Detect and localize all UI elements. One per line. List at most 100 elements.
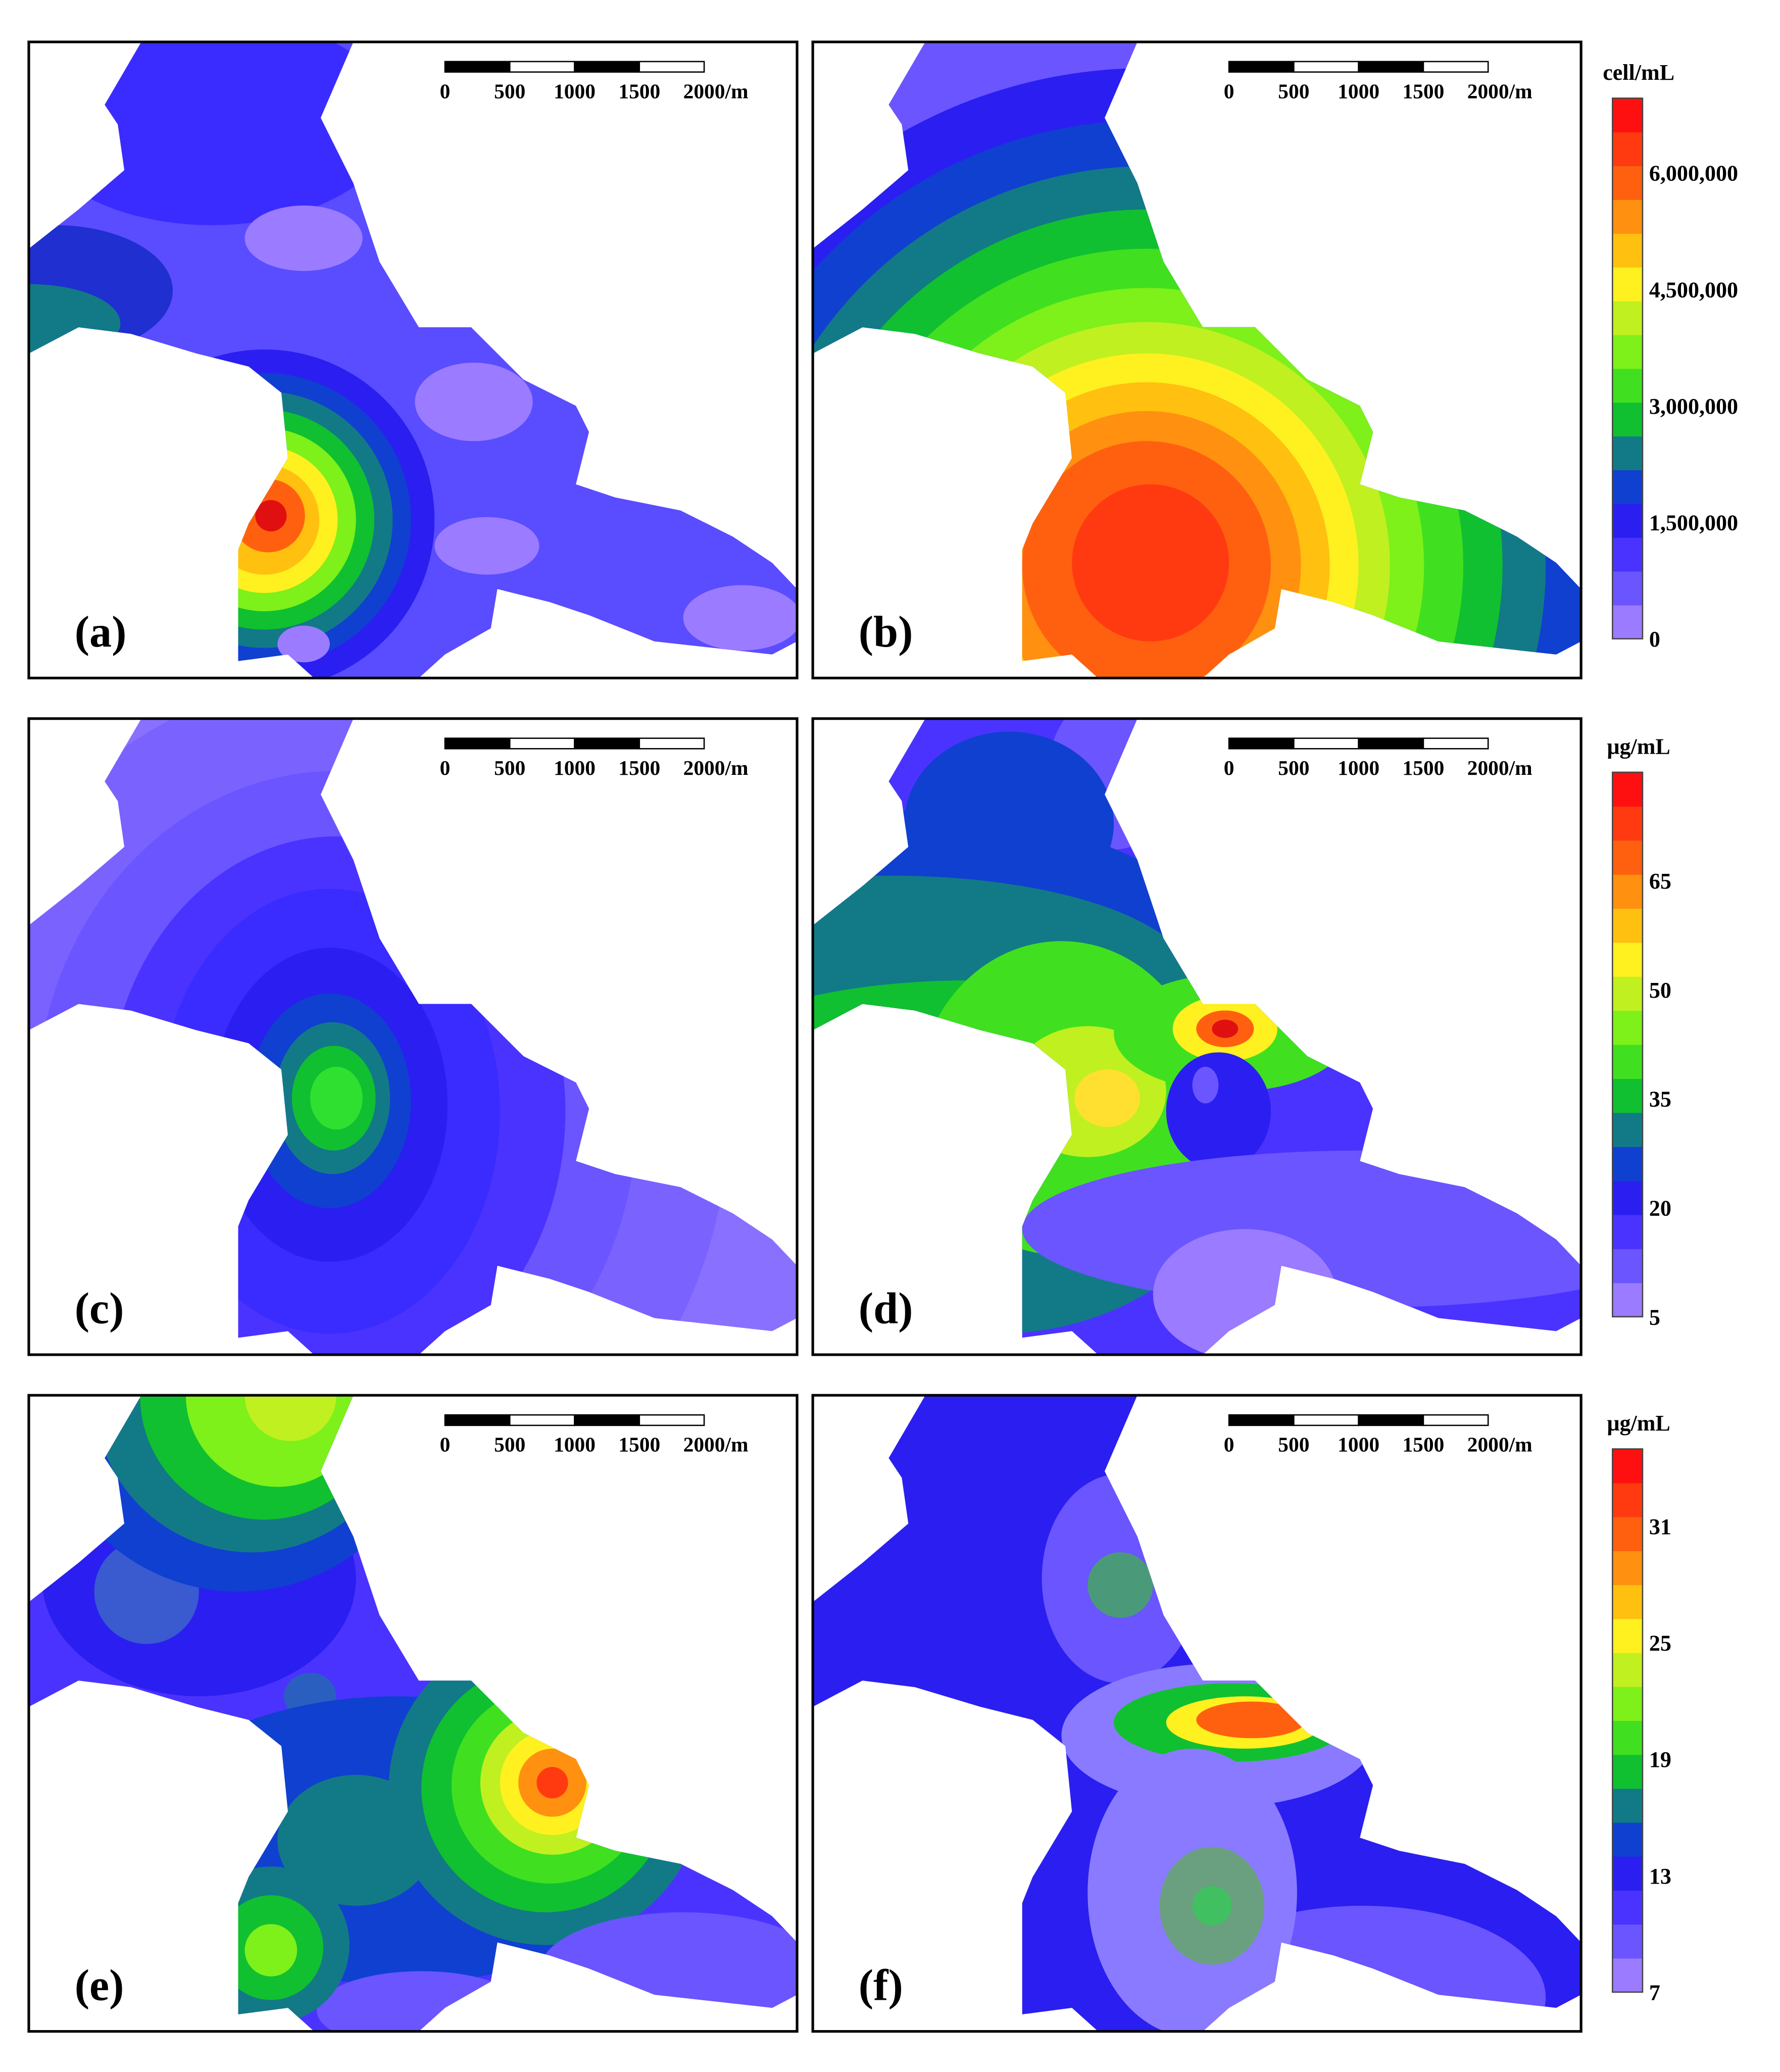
scale-label: 1500 [1402, 79, 1444, 103]
scale-segment [1228, 1414, 1295, 1426]
panel-label: (b) [859, 607, 913, 657]
colorbar-segment [1612, 368, 1643, 403]
map-shape [27, 717, 799, 1356]
scale-label: 1000 [554, 1433, 596, 1456]
colorbar-segment [1612, 1078, 1643, 1113]
colorbar-segment [1612, 233, 1643, 268]
map-shape [811, 40, 1583, 679]
colorbar-tick-label: 3,000,000 [1649, 394, 1738, 419]
colorbar-tick-label: 5 [1649, 1305, 1660, 1329]
colorbar-segment [1612, 1822, 1643, 1857]
colorbar-segment [1612, 1146, 1643, 1181]
scale-segment [444, 1414, 511, 1426]
scale-segment [638, 737, 705, 750]
map-shape [539, 1912, 798, 2030]
map-shape [683, 585, 798, 651]
panel-label: (a) [75, 607, 127, 657]
scale-label: 2000 [683, 756, 725, 779]
map-shape [29, 718, 798, 1355]
map-shape [811, 1394, 1583, 2033]
colorbar-segment [1612, 1754, 1643, 1789]
scale-label: 0 [1224, 79, 1234, 103]
colorbar-segment [1612, 504, 1643, 538]
scale-label: 500 [1278, 1433, 1309, 1456]
scale-segment [1422, 737, 1489, 750]
colorbar-segment [1612, 132, 1643, 166]
map-shape [27, 1394, 799, 2033]
scale-label: 2000 [683, 1433, 725, 1456]
colorbar-segment [1612, 301, 1643, 335]
scale-segment [1293, 737, 1359, 750]
scale-unit: /m [725, 1433, 749, 1456]
map-shape [244, 205, 363, 271]
map-shape [317, 1971, 526, 2032]
scale-label: 500 [494, 79, 525, 103]
map-shape [1072, 484, 1229, 642]
colorbar-tick-label: 50 [1649, 978, 1671, 1003]
scale-label: 1500 [1402, 756, 1444, 779]
colorbar-frame [1612, 1448, 1644, 1993]
scale-label: 1000 [554, 756, 596, 779]
scale-label: 2000 [683, 79, 725, 103]
map-shape [29, 42, 798, 678]
colorbar-segment [1612, 470, 1643, 504]
scale-segment [638, 1414, 705, 1426]
colorbar-frame [1612, 771, 1644, 1318]
scale-label: 500 [494, 756, 525, 779]
map-shape [244, 1395, 336, 1441]
scale-label: 1500 [1402, 1433, 1444, 1456]
scale-bar: 0 500 1000 1500 2000/m [440, 1414, 749, 1456]
scale-label: 500 [1278, 79, 1309, 103]
colorbar-segment [1612, 402, 1643, 437]
colorbar: cell/mL 0 1,500,000 3,000,000 4,500,000 6,000… [1603, 60, 1738, 652]
scale-segment [509, 1414, 575, 1426]
map-shape [1192, 1886, 1232, 1926]
scale-label: 1500 [618, 79, 660, 103]
colorbar-segment [1612, 1788, 1643, 1823]
scale-label: 1000 [1338, 756, 1379, 779]
scale-bar: 0 500 1000 1500 2000/m [1224, 61, 1532, 103]
colorbar-unit: μg/mL [1607, 734, 1670, 759]
colorbar-segment [1612, 166, 1643, 200]
scale-bar: 0 500 1000 1500 2000/m [1224, 1414, 1532, 1456]
colorbar-segment [1612, 537, 1643, 572]
map-shape [1192, 1066, 1219, 1104]
colorbar-segment [1612, 98, 1643, 133]
panel-label: (d) [859, 1284, 913, 1334]
colorbar-unit: μg/mL [1607, 1411, 1670, 1436]
scale-label: 0 [440, 756, 451, 779]
scale-unit: /m [725, 79, 749, 103]
map-shape [185, 1395, 369, 1487]
scale-segment [1228, 61, 1295, 73]
colorbar-segment [1612, 1282, 1643, 1317]
map-shape [536, 1767, 568, 1799]
map-shape [244, 1924, 298, 1977]
colorbar-segment [1612, 1551, 1643, 1586]
colorbar-segment [1612, 1483, 1643, 1517]
scale-bar: 0 500 1000 1500 2000/m [440, 61, 749, 103]
colorbar-tick-label: 1,500,000 [1649, 511, 1738, 535]
colorbar-segment [1612, 1249, 1643, 1284]
scale-segment [1293, 61, 1359, 73]
scale-bar: 0 500 1000 1500 2000/m [1224, 737, 1532, 779]
scale-segment [509, 61, 575, 73]
colorbar-segment [1612, 1856, 1643, 1891]
colorbar-segment [1612, 976, 1643, 1011]
colorbar-tick-label: 65 [1649, 869, 1671, 894]
scale-unit: /m [725, 756, 749, 779]
scale-label: 2000 [1467, 756, 1509, 779]
scale-segment [574, 61, 640, 73]
colorbar: μg/mL 7 13 19 25 31 [1607, 1411, 1671, 2005]
scale-segment [1358, 1414, 1424, 1426]
colorbar-tick-label: 13 [1649, 1864, 1671, 1889]
colorbar-tick-label: 35 [1649, 1087, 1671, 1112]
colorbar-tick-label: 4,500,000 [1649, 277, 1738, 302]
map-shape [1087, 1552, 1153, 1618]
colorbar-segment [1612, 1720, 1643, 1755]
colorbar-tick-label: 0 [1649, 627, 1660, 652]
scale-segment [444, 737, 511, 750]
map-shape [415, 362, 533, 441]
map-shape [1022, 1150, 1581, 1308]
